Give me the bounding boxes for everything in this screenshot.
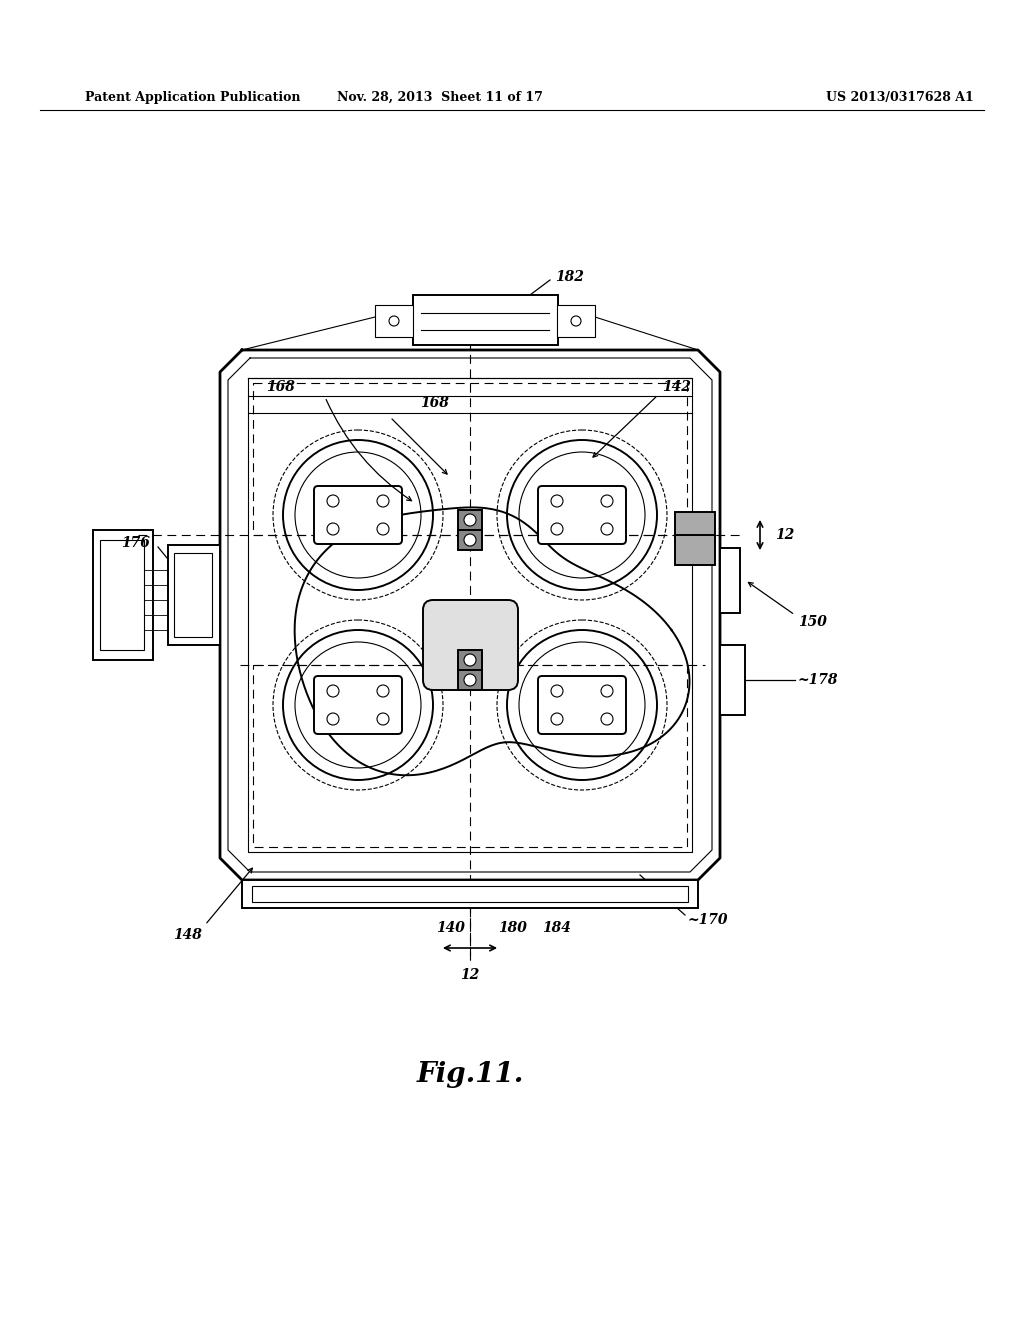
Bar [242,880,698,908]
Circle shape [295,451,421,578]
FancyBboxPatch shape [538,486,626,544]
Circle shape [551,685,563,697]
Bar [458,649,482,671]
Circle shape [327,713,339,725]
Circle shape [377,495,389,507]
Circle shape [464,675,476,686]
Text: 12: 12 [775,528,795,543]
Text: Patent Application Publication: Patent Application Publication [85,91,300,103]
Circle shape [551,713,563,725]
Text: US 2013/0317628 A1: US 2013/0317628 A1 [826,91,974,103]
Text: 148: 148 [173,928,202,942]
Circle shape [519,642,645,768]
Text: ~170: ~170 [688,913,728,927]
Circle shape [464,513,476,525]
Text: 168: 168 [266,380,295,393]
Circle shape [377,713,389,725]
Bar [675,535,715,565]
Circle shape [551,523,563,535]
Text: 12: 12 [461,968,479,982]
Text: Fig.11.: Fig.11. [417,1061,523,1089]
Circle shape [327,495,339,507]
Bar [458,510,482,531]
Text: 176: 176 [121,536,150,550]
Text: Nov. 28, 2013  Sheet 11 of 17: Nov. 28, 2013 Sheet 11 of 17 [337,91,543,103]
Bar [720,645,745,715]
Bar [458,531,482,550]
Circle shape [464,535,476,546]
Circle shape [601,685,613,697]
Bar [413,294,558,345]
Circle shape [327,523,339,535]
Circle shape [519,451,645,578]
Circle shape [464,653,476,667]
Circle shape [497,620,667,789]
Bar [720,548,740,612]
Circle shape [497,430,667,601]
Circle shape [601,495,613,507]
FancyBboxPatch shape [538,676,626,734]
Text: 180: 180 [498,921,527,935]
Circle shape [283,630,433,780]
Circle shape [273,620,443,789]
FancyBboxPatch shape [423,601,518,690]
Bar [557,305,595,337]
Text: 168: 168 [420,396,449,411]
Bar [168,545,220,645]
Circle shape [507,440,657,590]
Circle shape [295,642,421,768]
Circle shape [273,430,443,601]
Circle shape [389,315,399,326]
FancyBboxPatch shape [314,676,402,734]
Bar [100,540,144,649]
Circle shape [327,685,339,697]
Text: 184: 184 [542,921,570,935]
Circle shape [601,523,613,535]
Circle shape [551,495,563,507]
Circle shape [377,685,389,697]
Circle shape [377,523,389,535]
Bar [252,886,688,902]
Bar [93,531,153,660]
Text: ~178: ~178 [798,673,839,686]
Text: 140: 140 [436,921,465,935]
Text: 182: 182 [555,271,584,284]
Text: 142: 142 [662,380,691,393]
Circle shape [601,713,613,725]
Bar [458,671,482,690]
Bar [675,512,715,543]
Text: 150: 150 [798,615,826,630]
Bar [375,305,413,337]
Circle shape [571,315,581,326]
Circle shape [507,630,657,780]
Circle shape [283,440,433,590]
Bar [174,553,212,638]
FancyBboxPatch shape [314,486,402,544]
